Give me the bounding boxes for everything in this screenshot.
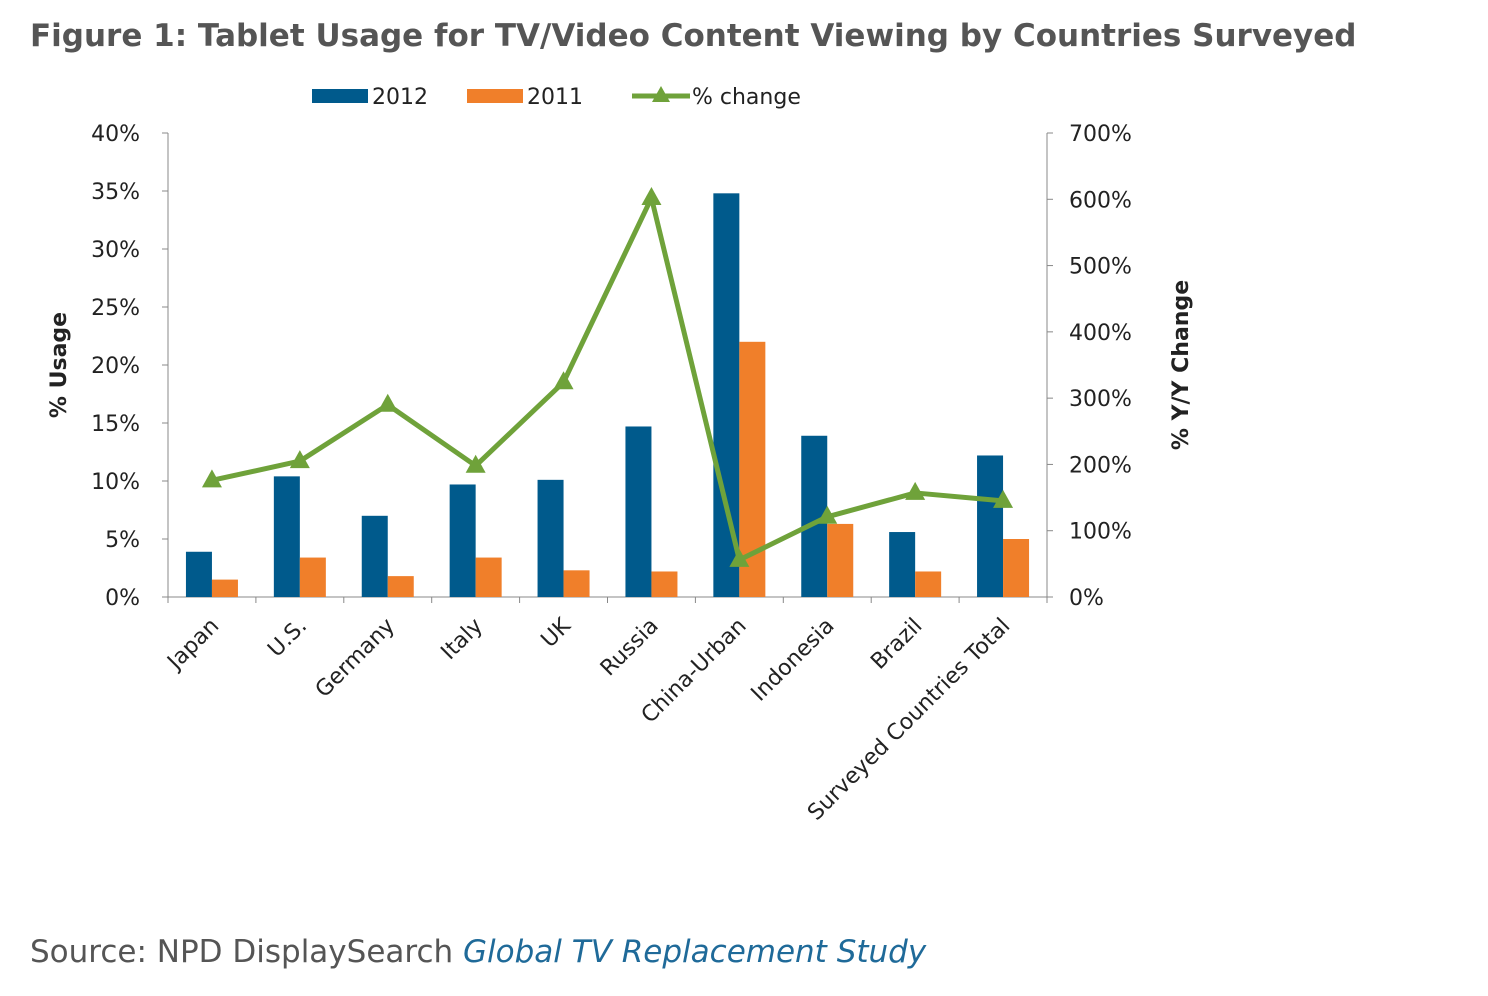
line-marker <box>905 481 926 500</box>
bar-2011 <box>1003 539 1030 597</box>
left-tick-label: 5% <box>105 528 140 553</box>
left-tick-label: 15% <box>91 412 140 437</box>
line-marker <box>729 548 750 567</box>
legend-label: % change <box>692 85 801 110</box>
right-tick-label: 100% <box>1069 520 1132 545</box>
right-tick-label: 600% <box>1069 188 1132 213</box>
bar-2011 <box>475 557 502 597</box>
source-note: Source: NPD DisplaySearch Global TV Repl… <box>30 934 926 970</box>
left-tick-label: 10% <box>91 470 140 495</box>
legend-label: 2011 <box>527 85 583 110</box>
bar-2012 <box>273 476 300 597</box>
category-label: Italy <box>436 614 487 665</box>
right-tick-label: 200% <box>1069 453 1132 478</box>
line-marker <box>553 371 574 390</box>
bar-2011 <box>651 571 678 597</box>
left-tick-label: 20% <box>91 354 140 379</box>
left-tick-label: 0% <box>105 586 140 611</box>
category-label: Japan <box>162 614 224 676</box>
bar-2012 <box>977 455 1004 597</box>
y2-axis-label: % Y/Y Change <box>1169 280 1194 450</box>
bar-2011 <box>827 523 854 597</box>
category-label: Brazil <box>866 614 927 675</box>
left-tick-label: 35% <box>91 180 140 205</box>
chart-title: Figure 1: Tablet Usage for TV/Video Cont… <box>30 18 1357 54</box>
right-tick-label: 400% <box>1069 321 1132 346</box>
category-label: UK <box>537 613 577 653</box>
category-label: Russia <box>596 614 664 682</box>
category-label: Germany <box>311 614 400 703</box>
line-marker <box>377 393 398 412</box>
category-label: Indonesia <box>747 614 840 707</box>
right-tick-label: 0% <box>1069 586 1104 611</box>
line-marker <box>201 469 222 488</box>
left-tick-label: 30% <box>91 238 140 263</box>
bar-2012 <box>889 532 916 597</box>
bar-2011 <box>563 570 590 597</box>
right-tick-label: 500% <box>1069 255 1132 280</box>
bar-2011 <box>387 576 414 597</box>
legend-marker <box>652 86 670 102</box>
left-tick-label: 25% <box>91 296 140 321</box>
source-study: Global TV Replacement Study <box>463 934 927 970</box>
source-prefix: Source: NPD DisplaySearch <box>30 934 464 970</box>
bar-2012 <box>713 193 740 597</box>
category-label: U.S. <box>263 614 312 663</box>
y-axis-label: % Usage <box>47 312 72 418</box>
bar-2012 <box>185 551 212 597</box>
legend-label: 2012 <box>372 85 428 110</box>
right-tick-label: 700% <box>1069 122 1132 147</box>
line-marker <box>465 454 486 473</box>
bar-2012 <box>449 484 476 597</box>
bar-2012 <box>537 479 564 597</box>
bar-2012 <box>625 426 652 597</box>
left-tick-label: 40% <box>91 122 140 147</box>
bar-2012 <box>361 515 388 597</box>
line-marker <box>641 186 662 205</box>
bar-2011 <box>915 571 942 597</box>
legend-swatch <box>467 89 523 103</box>
line-marker <box>817 505 838 524</box>
line-marker <box>993 489 1014 508</box>
bar-2011 <box>211 579 238 597</box>
line-series <box>211 195 1004 563</box>
legend-swatch <box>312 89 368 103</box>
bar-2011 <box>299 557 326 597</box>
right-tick-label: 300% <box>1069 387 1132 412</box>
line-marker <box>289 450 310 469</box>
